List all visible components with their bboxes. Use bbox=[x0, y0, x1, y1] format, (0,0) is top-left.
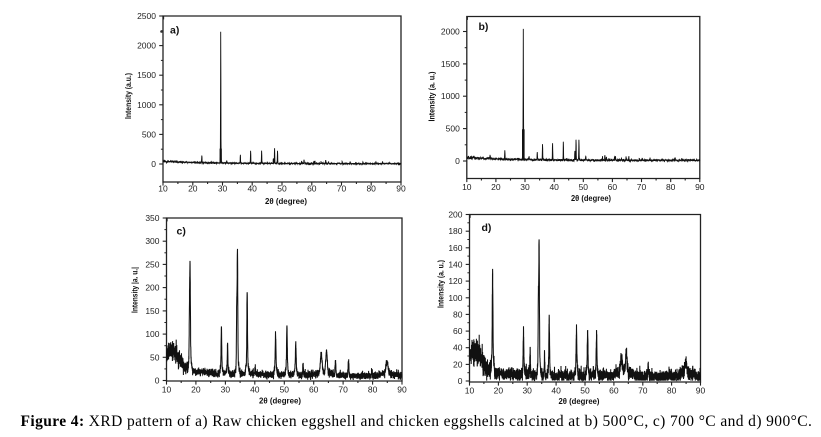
svg-text:80: 80 bbox=[368, 384, 378, 394]
svg-text:1000: 1000 bbox=[137, 100, 156, 110]
svg-text:90: 90 bbox=[397, 384, 407, 394]
svg-text:60: 60 bbox=[453, 326, 463, 336]
svg-text:90: 90 bbox=[396, 184, 406, 194]
svg-text:0: 0 bbox=[155, 376, 160, 386]
svg-text:b): b) bbox=[479, 21, 489, 33]
svg-text:300: 300 bbox=[145, 236, 159, 246]
svg-text:20: 20 bbox=[494, 386, 504, 396]
svg-text:1500: 1500 bbox=[441, 59, 460, 69]
svg-text:40: 40 bbox=[453, 343, 463, 353]
svg-text:Intensity (a. u.): Intensity (a. u.) bbox=[436, 260, 446, 308]
svg-text:70: 70 bbox=[338, 384, 348, 394]
svg-text:120: 120 bbox=[448, 276, 462, 286]
svg-text:90: 90 bbox=[696, 386, 706, 396]
svg-text:70: 70 bbox=[638, 386, 648, 396]
svg-text:2θ (degree): 2θ (degree) bbox=[265, 196, 307, 206]
svg-text:200: 200 bbox=[448, 210, 462, 220]
svg-text:10: 10 bbox=[162, 384, 172, 394]
svg-text:Intensity (a.u.): Intensity (a.u.) bbox=[123, 73, 133, 119]
svg-text:40: 40 bbox=[549, 182, 559, 192]
svg-text:1000: 1000 bbox=[441, 91, 460, 101]
svg-text:d): d) bbox=[482, 222, 492, 234]
svg-text:100: 100 bbox=[145, 329, 159, 339]
svg-text:70: 70 bbox=[637, 182, 647, 192]
svg-text:80: 80 bbox=[453, 309, 463, 319]
svg-text:160: 160 bbox=[448, 243, 462, 253]
svg-text:2θ (degree): 2θ (degree) bbox=[571, 193, 611, 203]
svg-text:Intensity (a. u.): Intensity (a. u.) bbox=[426, 71, 436, 121]
svg-text:a): a) bbox=[170, 25, 179, 37]
svg-text:20: 20 bbox=[491, 182, 501, 192]
svg-text:Intensity |a. u.|: Intensity |a. u.| bbox=[129, 267, 139, 313]
svg-text:10: 10 bbox=[465, 386, 475, 396]
svg-text:40: 40 bbox=[247, 184, 257, 194]
svg-text:0: 0 bbox=[151, 159, 156, 169]
svg-text:20: 20 bbox=[188, 184, 198, 194]
svg-text:30: 30 bbox=[218, 184, 228, 194]
svg-text:0: 0 bbox=[458, 376, 463, 386]
svg-text:2000: 2000 bbox=[441, 27, 460, 37]
svg-text:2500: 2500 bbox=[137, 11, 156, 21]
svg-text:90: 90 bbox=[695, 182, 705, 192]
svg-text:40: 40 bbox=[551, 386, 561, 396]
svg-text:500: 500 bbox=[446, 124, 460, 134]
svg-text:40: 40 bbox=[250, 384, 260, 394]
svg-text:20: 20 bbox=[453, 359, 463, 369]
svg-text:150: 150 bbox=[145, 306, 159, 316]
svg-text:50: 50 bbox=[580, 386, 590, 396]
svg-text:50: 50 bbox=[277, 184, 287, 194]
svg-text:50: 50 bbox=[280, 384, 290, 394]
svg-text:c): c) bbox=[177, 226, 186, 238]
svg-text:2θ (degree): 2θ (degree) bbox=[259, 396, 301, 406]
svg-text:60: 60 bbox=[309, 384, 319, 394]
svg-text:100: 100 bbox=[448, 293, 462, 303]
svg-text:500: 500 bbox=[142, 129, 156, 139]
svg-text:80: 80 bbox=[366, 184, 376, 194]
svg-text:60: 60 bbox=[609, 386, 619, 396]
svg-text:60: 60 bbox=[608, 182, 618, 192]
svg-text:20: 20 bbox=[191, 384, 201, 394]
svg-text:1500: 1500 bbox=[137, 70, 156, 80]
svg-text:10: 10 bbox=[462, 182, 472, 192]
svg-text:140: 140 bbox=[448, 259, 462, 269]
svg-text:2θ (degree): 2θ (degree) bbox=[559, 396, 600, 406]
svg-text:50: 50 bbox=[150, 352, 160, 362]
svg-text:70: 70 bbox=[337, 184, 347, 194]
svg-text:30: 30 bbox=[221, 384, 231, 394]
svg-text:80: 80 bbox=[667, 386, 677, 396]
svg-text:0: 0 bbox=[455, 156, 460, 166]
svg-text:350: 350 bbox=[145, 213, 159, 223]
svg-text:30: 30 bbox=[520, 182, 530, 192]
svg-text:60: 60 bbox=[307, 184, 317, 194]
svg-text:80: 80 bbox=[666, 182, 676, 192]
svg-text:2000: 2000 bbox=[137, 41, 156, 51]
svg-text:180: 180 bbox=[448, 226, 462, 236]
svg-text:30: 30 bbox=[522, 386, 532, 396]
svg-text:250: 250 bbox=[145, 259, 159, 269]
svg-text:50: 50 bbox=[579, 182, 589, 192]
svg-text:200: 200 bbox=[145, 283, 159, 293]
svg-text:10: 10 bbox=[158, 184, 168, 194]
